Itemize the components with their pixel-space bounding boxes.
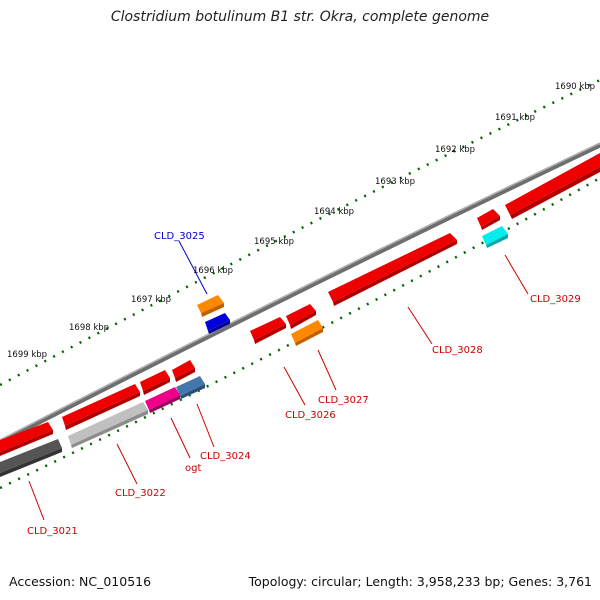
gene-feature[interactable] <box>286 304 316 325</box>
tick-label: 1697 kbp <box>131 295 171 305</box>
tick-label: 1693 kbp <box>375 177 415 187</box>
gene-feature-shadow <box>143 378 170 395</box>
outer-tick-ring <box>0 78 600 387</box>
forward-strand-features <box>0 153 600 456</box>
gene-feature-shadow <box>254 324 286 344</box>
gene-feature-shadow <box>290 311 316 329</box>
gene-label[interactable]: CLD_3025 <box>154 231 205 242</box>
gene-feature[interactable] <box>140 370 170 391</box>
map-title: Clostridium botulinum B1 str. Okra, comp… <box>110 9 490 25</box>
leader-lines <box>28 240 529 521</box>
gene-feature[interactable] <box>172 360 195 378</box>
gene-feature-shadow <box>333 240 457 306</box>
tick-label: 1698 kbp <box>69 323 109 333</box>
gene-feature[interactable] <box>197 295 224 313</box>
other-features <box>0 226 508 477</box>
tick-label: 1691 kbp <box>495 113 535 123</box>
gene-feature-shadow <box>201 303 224 317</box>
gene-feature-shadow <box>295 328 323 346</box>
gene-feature[interactable] <box>0 422 53 452</box>
gene-feature-shadow <box>71 410 148 448</box>
gene-feature[interactable] <box>482 226 508 245</box>
tick-label: 1694 kbp <box>314 207 354 217</box>
gene-label[interactable]: CLD_3028 <box>432 345 483 356</box>
gene-feature[interactable] <box>0 439 62 473</box>
tick-label: 1696 kbp <box>193 266 233 276</box>
tick-label: 1690 kbp <box>555 82 595 92</box>
genome-backbone-highlight <box>0 142 600 441</box>
gene-feature[interactable] <box>68 402 148 445</box>
gene-feature[interactable] <box>477 209 500 227</box>
accession-text: Accession: NC_010516 <box>9 574 152 589</box>
gene-feature[interactable] <box>250 317 286 340</box>
tick-label: 1692 kbp <box>435 145 475 155</box>
gene-label[interactable]: CLD_3021 <box>27 526 78 537</box>
gene-feature[interactable] <box>145 387 180 410</box>
gene-feature-shadow <box>65 392 140 430</box>
gene-feature-shadow <box>175 368 195 382</box>
tick-label: 1695 kbp <box>254 237 294 247</box>
gene-feature-shadow <box>208 320 230 334</box>
gene-feature[interactable] <box>205 313 230 331</box>
gene-label[interactable]: CLD_3024 <box>200 451 251 462</box>
gene-label[interactable]: CLD_3029 <box>530 294 581 305</box>
gene-feature[interactable] <box>505 153 600 215</box>
gene-feature-shadow <box>149 395 180 413</box>
genome-summary-text: Topology: circular; Length: 3,958,233 bp… <box>248 574 592 589</box>
gene-label[interactable]: CLD_3026 <box>285 410 336 421</box>
gene-feature[interactable] <box>176 376 205 396</box>
gene-feature[interactable] <box>328 233 457 302</box>
gene-feature-shadow <box>510 167 600 219</box>
gene-feature-shadow <box>180 384 205 399</box>
gene-label[interactable]: ogt <box>185 463 201 474</box>
gene-label[interactable]: CLD_3022 <box>115 488 166 499</box>
gene-feature[interactable] <box>291 320 323 343</box>
genome-backbone <box>0 142 600 445</box>
gene-feature-shadow <box>0 430 53 456</box>
gene-feature-shadow <box>0 448 62 477</box>
gene-feature-shadow <box>486 234 508 248</box>
gene-feature-shadow <box>481 216 500 230</box>
tick-label: 1699 kbp <box>7 350 47 360</box>
gene-label[interactable]: CLD_3027 <box>318 395 369 406</box>
gene-feature[interactable] <box>62 384 140 426</box>
